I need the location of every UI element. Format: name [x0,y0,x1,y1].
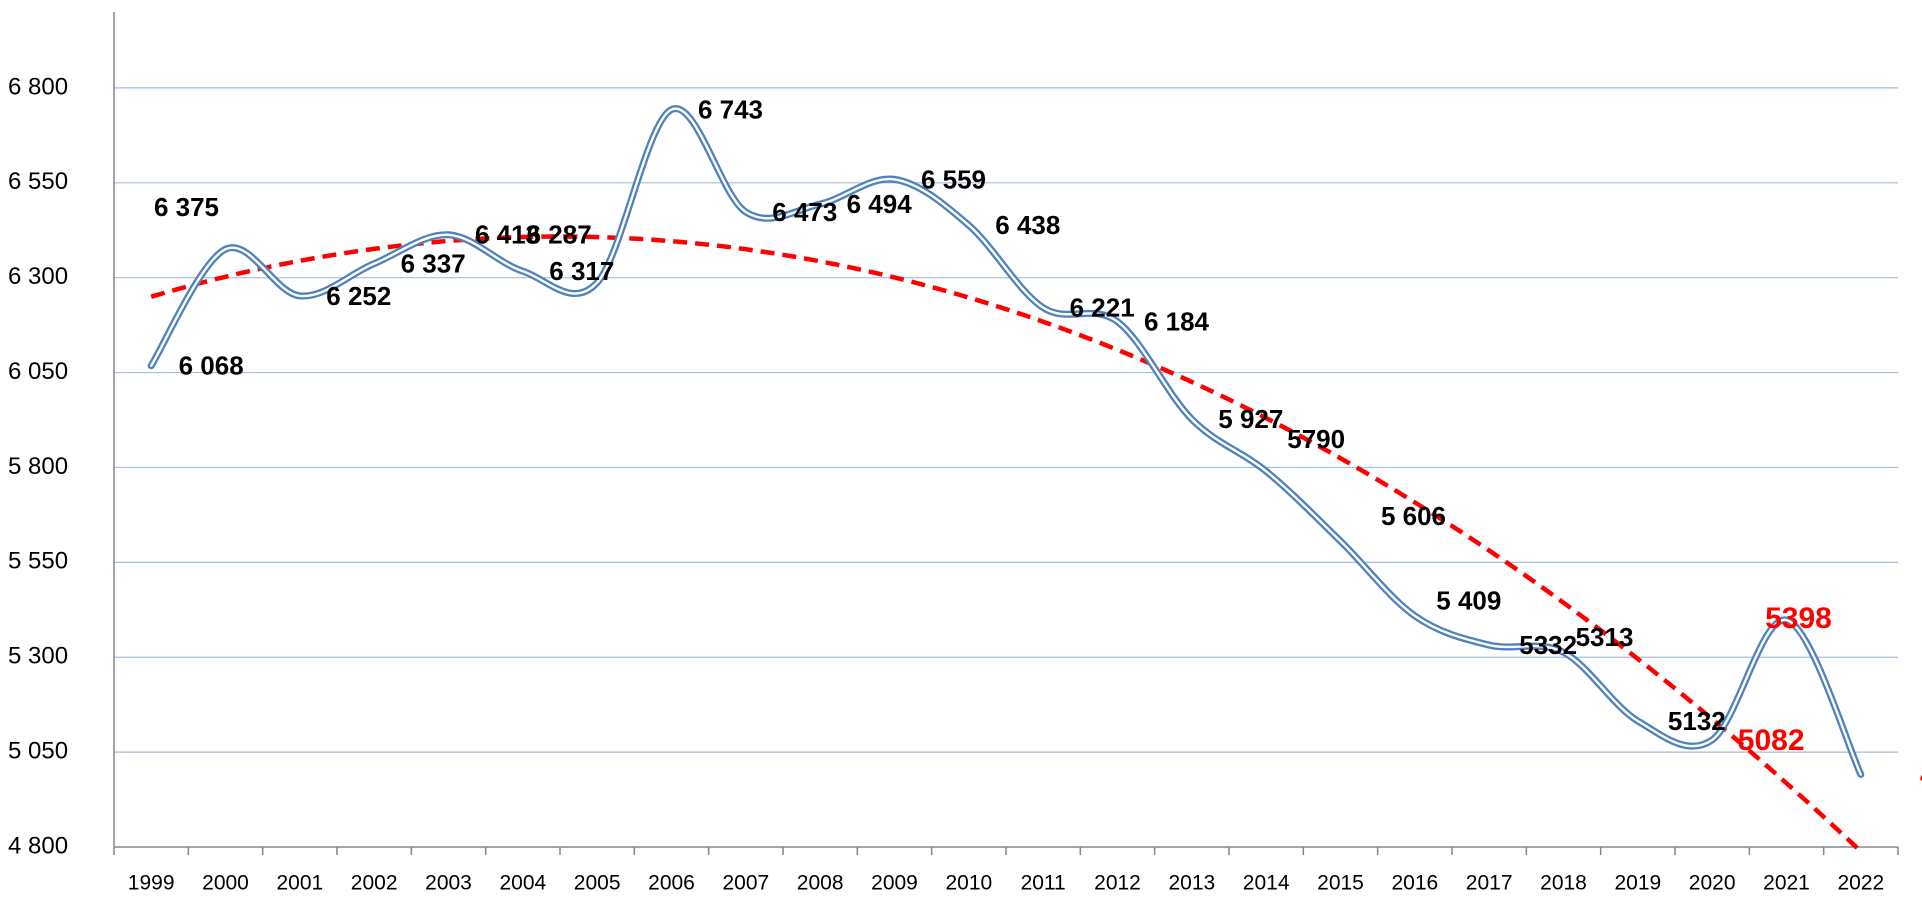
y-tick-label: 5 300 [8,643,68,670]
y-tick-label: 5 800 [8,453,68,480]
x-tick-label: 2000 [202,872,249,895]
trendline [150,234,1863,854]
data-label: 6 743 [698,94,763,124]
x-tick-label: 2020 [1689,872,1736,895]
data-label: 6 375 [154,192,219,222]
data-label: 6 494 [847,189,913,219]
x-tick-label: 2021 [1763,872,1810,895]
x-tick-label: 2002 [351,872,398,895]
data-label: 6 559 [921,164,986,194]
data-label: 6 473 [772,197,837,227]
x-tick-label: 2014 [1243,872,1290,895]
x-tick-label: 2011 [1021,872,1066,895]
data-label: 6 438 [995,210,1060,240]
data-label: 5398 [1765,602,1832,635]
x-tick-label: 1999 [128,872,175,895]
x-tick-label: 2022 [1837,872,1884,895]
data-label: 5 409 [1436,586,1501,616]
y-tick-label: 5 050 [8,737,68,764]
y-tick-label: 4 800 [8,832,68,859]
x-tick-label: 2017 [1466,872,1513,895]
data-label: 6 287 [527,219,592,249]
x-tick-label: 2004 [499,872,546,895]
data-label: 5132 [1668,706,1726,736]
y-tick-label: 6 050 [8,358,68,385]
data-label: 5790 [1287,424,1345,454]
x-tick-label: 2019 [1614,872,1661,895]
x-tick-label: 2008 [797,872,844,895]
x-tick-label: 2015 [1317,872,1364,895]
y-tick-label: 6 300 [8,263,68,290]
y-tick-label: 5 550 [8,548,68,575]
x-tick-label: 2009 [871,872,918,895]
x-tick-label: 2012 [1094,872,1141,895]
data-label: 5313 [1576,622,1634,652]
data-label: 6 068 [179,351,244,381]
x-tick-label: 2007 [722,872,769,895]
y-tick-label: 6 800 [8,73,68,100]
x-tick-label: 2003 [425,872,472,895]
x-tick-label: 2005 [574,872,621,895]
x-tick-label: 2018 [1540,872,1587,895]
data-label: 6 252 [326,281,391,311]
y-tick-label: 6 550 [8,168,68,195]
x-tick-label: 2016 [1391,872,1438,895]
line-inner [149,107,1863,776]
data-label: 5082 [1738,724,1805,757]
data-label: 5 606 [1381,501,1446,531]
data-label: 6 221 [1070,293,1135,323]
data-label: 6 413 [475,220,540,250]
data-label: 6 184 [1144,307,1210,337]
data-label: 4991 [1920,758,1922,791]
x-tick-label: 2001 [276,872,323,895]
x-tick-label: 2010 [945,872,992,895]
data-label: 5332 [1519,630,1577,660]
data-label: 5 927 [1218,404,1283,434]
data-label: 6 317 [549,256,614,286]
x-tick-label: 2013 [1168,872,1215,895]
data-label: 6 337 [401,249,466,279]
x-tick-label: 2006 [648,872,695,895]
line [147,105,1865,779]
